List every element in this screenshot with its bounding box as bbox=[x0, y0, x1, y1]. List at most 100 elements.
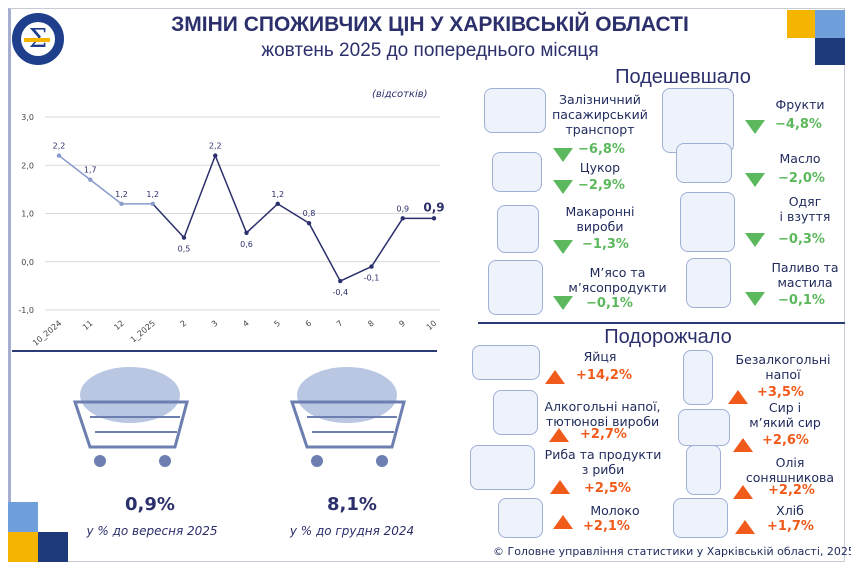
infographic-frame bbox=[8, 8, 845, 562]
item-change-value: +1,7% bbox=[767, 519, 814, 534]
data-point bbox=[338, 278, 343, 284]
triangle-down-icon bbox=[553, 296, 573, 310]
item-label: Молоко bbox=[590, 503, 640, 518]
data-label: 1,2 bbox=[115, 190, 128, 199]
item-label: Риба та продукти з риби bbox=[544, 447, 662, 477]
summary-caption-month: у % до вересня 2025 bbox=[86, 524, 218, 538]
y-tick-label: 1,0 bbox=[21, 210, 34, 219]
item-change-value: +3,5% bbox=[757, 385, 804, 400]
summary-value-month: 0,9% bbox=[125, 494, 175, 515]
item-change-value: −0,3% bbox=[778, 232, 825, 247]
data-point bbox=[431, 216, 437, 221]
x-tick-label: 3 bbox=[210, 319, 220, 329]
triangle-down-icon bbox=[745, 292, 765, 306]
sugar-cubes-icon bbox=[492, 152, 542, 192]
item-label: Макаронні вироби bbox=[565, 204, 635, 234]
series-segment bbox=[308, 222, 341, 282]
y-tick-label: -1,0 bbox=[18, 306, 34, 315]
series-segment bbox=[152, 203, 185, 239]
derzhstat-logo: Σ bbox=[12, 13, 64, 65]
y-tick-label: 0,0 bbox=[21, 258, 34, 267]
data-label: 1,2 bbox=[271, 190, 284, 199]
grocery-cart-icon bbox=[72, 367, 189, 467]
item-change-value: +2,6% bbox=[762, 433, 809, 448]
data-point bbox=[119, 201, 124, 207]
data-label: 0,8 bbox=[303, 209, 316, 218]
item-change-value: −0,1% bbox=[778, 293, 825, 308]
data-label: 0,6 bbox=[240, 240, 253, 249]
item-change-value: −4,8% bbox=[775, 117, 822, 132]
x-tick-label: 4 bbox=[241, 319, 251, 329]
data-point bbox=[369, 264, 374, 269]
bread-icon bbox=[673, 498, 728, 538]
x-tick-label: 1_2025 bbox=[129, 319, 157, 345]
x-tick-label: 11 bbox=[81, 319, 95, 332]
triangle-up-icon bbox=[733, 438, 753, 452]
item-label: Масло bbox=[779, 151, 821, 166]
data-point bbox=[244, 230, 249, 235]
item-label: Олія соняшникова bbox=[745, 455, 835, 485]
deco-square-orange bbox=[787, 10, 815, 38]
x-tick-label: 10 bbox=[425, 319, 439, 332]
item-change-value: +2,1% bbox=[583, 519, 630, 534]
fish-icon bbox=[470, 445, 535, 490]
series-segment bbox=[183, 155, 216, 238]
item-label: Залізничний пасажирський транспорт bbox=[552, 92, 648, 137]
triangle-down-icon bbox=[553, 180, 573, 194]
deco-square-lightblue bbox=[815, 10, 845, 38]
item-label: Паливо та мастила bbox=[771, 260, 839, 290]
data-label: 0,5 bbox=[178, 245, 191, 254]
item-change-value: +2,2% bbox=[768, 483, 815, 498]
triangle-down-icon bbox=[745, 233, 765, 247]
triangle-down-icon bbox=[553, 240, 573, 254]
item-change-value: −2,9% bbox=[578, 178, 625, 193]
triangle-down-icon bbox=[745, 173, 765, 187]
triangle-up-icon bbox=[728, 390, 748, 404]
item-label: М’ясо та м’ясопродукти bbox=[568, 265, 667, 295]
data-point bbox=[56, 153, 62, 158]
grocery-cart-icon bbox=[289, 367, 406, 467]
series-segment bbox=[245, 203, 279, 234]
item-label: Одяг і взуття bbox=[779, 194, 831, 224]
section-title-cheaper: Подешевшало bbox=[615, 66, 751, 88]
series-segment bbox=[277, 203, 310, 224]
x-tick-label: 7 bbox=[335, 319, 345, 329]
chart-divider bbox=[12, 350, 437, 352]
section-title-pricier: Подорожчало bbox=[604, 326, 732, 348]
data-label: 0,9 bbox=[396, 204, 409, 213]
line-chart: 3,0 2,0 1,0 0,0 -1,0 10_2024 11 12 1_2025 2 3 4 5 6 7 8… bbox=[18, 113, 444, 348]
page-subtitle: жовтень 2025 до попереднього місяця bbox=[261, 40, 599, 61]
data-label: -0,4 bbox=[332, 288, 348, 297]
x-tick-label: 9 bbox=[397, 319, 407, 329]
data-point bbox=[213, 153, 218, 158]
data-label: 1,2 bbox=[146, 190, 159, 199]
data-label: -0,1 bbox=[364, 274, 380, 283]
data-label: 1,7 bbox=[84, 166, 97, 175]
item-label: Сир і м’який сир bbox=[749, 400, 821, 430]
triangle-up-icon bbox=[553, 515, 573, 529]
oil-bottle-icon bbox=[686, 445, 721, 495]
triangle-up-icon bbox=[735, 520, 755, 534]
item-change-value: +2,5% bbox=[584, 481, 631, 496]
item-label: Алкогольні напої, тютюнові вироби bbox=[544, 399, 661, 429]
x-tick-label: 12 bbox=[112, 319, 126, 332]
butter-icon bbox=[676, 143, 732, 183]
item-change-value: −6,8% bbox=[578, 142, 625, 157]
deco-square-orange bbox=[8, 532, 38, 562]
deco-square-navy bbox=[815, 38, 845, 65]
triangle-up-icon bbox=[545, 370, 565, 384]
chart-unit-label: (відсотків) bbox=[372, 89, 428, 100]
item-label: Безалкогольні напої bbox=[735, 352, 831, 382]
triangle-up-icon bbox=[733, 485, 753, 499]
y-tick-label: 3,0 bbox=[21, 113, 34, 122]
data-point bbox=[88, 177, 93, 182]
triangle-down-icon bbox=[745, 120, 765, 134]
train-icon bbox=[484, 88, 546, 133]
triangle-up-icon bbox=[549, 428, 569, 442]
clothes-icon bbox=[680, 192, 735, 252]
item-change-value: −1,3% bbox=[582, 237, 629, 252]
triangle-up-icon bbox=[550, 480, 570, 494]
item-change-value: +14,2% bbox=[576, 368, 632, 383]
section-divider bbox=[478, 322, 845, 324]
summary-caption-ytd: у % до грудня 2024 bbox=[289, 524, 415, 538]
